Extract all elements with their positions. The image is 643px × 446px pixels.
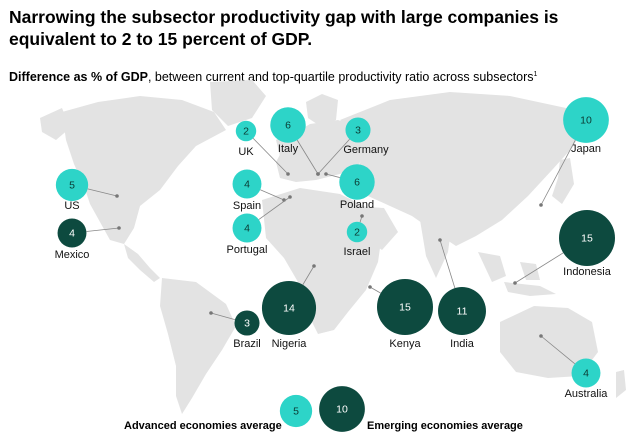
legend-value-advanced: 5 bbox=[293, 406, 299, 418]
value-label-poland: 6 bbox=[354, 177, 360, 189]
value-label-nigeria: 14 bbox=[283, 303, 295, 315]
value-label-spain: 4 bbox=[244, 179, 250, 191]
bubble-portugal bbox=[232, 213, 262, 243]
country-label-mexico: Mexico bbox=[55, 249, 90, 261]
anchor-germany bbox=[316, 172, 320, 176]
anchor-australia bbox=[539, 334, 543, 338]
legend-advanced-label: Advanced economies average bbox=[124, 420, 282, 432]
bubble-nigeria bbox=[261, 280, 317, 336]
anchor-india bbox=[438, 238, 442, 242]
anchor-israel bbox=[360, 214, 364, 218]
anchor-us bbox=[115, 194, 119, 198]
connector-lines bbox=[86, 138, 576, 365]
anchor-mexico bbox=[117, 226, 121, 230]
bubble-israel bbox=[346, 221, 368, 243]
connector-japan bbox=[540, 140, 576, 206]
anchor-kenya bbox=[368, 285, 372, 289]
country-label-japan: Japan bbox=[571, 143, 601, 155]
legend-bubble-emerging bbox=[319, 386, 365, 432]
bubble-germany bbox=[345, 117, 371, 143]
bubble-poland bbox=[339, 164, 375, 200]
value-label-japan: 10 bbox=[580, 115, 592, 127]
connector-mexico bbox=[86, 227, 120, 232]
connector-poland bbox=[325, 173, 340, 178]
subtitle-metric: Difference as % of GDP bbox=[9, 70, 148, 85]
connector-kenya bbox=[369, 286, 381, 294]
country-label-brazil: Brazil bbox=[233, 338, 261, 350]
bubble-us bbox=[55, 168, 89, 202]
value-label-mexico: 4 bbox=[69, 228, 75, 240]
value-label-israel: 2 bbox=[354, 227, 360, 239]
value-label-italy: 6 bbox=[285, 120, 291, 132]
connector-india bbox=[439, 239, 456, 289]
bubble-india bbox=[438, 287, 486, 335]
connector-australia bbox=[540, 335, 576, 365]
country-label-poland: Poland bbox=[340, 199, 374, 211]
value-label-portugal: 4 bbox=[244, 223, 250, 235]
value-label-germany: 3 bbox=[355, 125, 361, 137]
country-label-indonesia: Indonesia bbox=[563, 266, 612, 278]
anchor-poland bbox=[324, 172, 328, 176]
anchor-brazil bbox=[209, 311, 213, 315]
legend-averages: 5 10 bbox=[279, 386, 365, 432]
country-label-germany: Germany bbox=[343, 144, 389, 156]
connector-nigeria bbox=[302, 265, 315, 285]
value-label-australia: 4 bbox=[583, 368, 589, 380]
country-label-kenya: Kenya bbox=[389, 338, 421, 350]
bubble-indonesia bbox=[558, 209, 616, 267]
value-label-uk: 2 bbox=[243, 126, 249, 138]
connector-italy bbox=[296, 139, 319, 175]
legend-emerging-label: Emerging economies average bbox=[367, 420, 523, 432]
value-label-india: 11 bbox=[457, 306, 468, 318]
value-label-us: 5 bbox=[69, 180, 75, 192]
bubble-kenya bbox=[376, 278, 434, 336]
anchor-nigeria bbox=[312, 264, 316, 268]
legend-bubble-advanced bbox=[279, 394, 313, 428]
chart-title: Narrowing the subsector productivity gap… bbox=[9, 7, 559, 49]
country-label-spain: Spain bbox=[233, 200, 261, 212]
connector-portugal bbox=[258, 196, 291, 220]
country-label-nigeria: Nigeria bbox=[272, 338, 308, 350]
value-label-indonesia: 15 bbox=[581, 233, 593, 245]
country-label-italy: Italy bbox=[278, 143, 299, 155]
bubble-mexico bbox=[57, 218, 87, 248]
anchor-portugal bbox=[288, 195, 292, 199]
bubble-spain bbox=[232, 169, 262, 199]
country-label-india: India bbox=[450, 338, 475, 350]
bubble-brazil bbox=[234, 310, 260, 336]
value-label-brazil: 3 bbox=[244, 318, 250, 330]
legend-value-emerging: 10 bbox=[336, 404, 348, 416]
country-label-australia: Australia bbox=[565, 388, 609, 400]
bubble-uk bbox=[235, 120, 257, 142]
bubble-australia bbox=[571, 358, 601, 388]
connector-indonesia bbox=[514, 252, 564, 284]
country-label-uk: UK bbox=[238, 146, 254, 158]
country-label-israel: Israel bbox=[344, 246, 371, 258]
world-map-background bbox=[40, 80, 626, 414]
anchor-indonesia bbox=[513, 281, 517, 285]
anchor-japan bbox=[539, 203, 543, 207]
value-label-kenya: 15 bbox=[399, 302, 411, 314]
connector-uk bbox=[252, 138, 289, 175]
connector-brazil bbox=[210, 312, 236, 321]
connector-us bbox=[87, 188, 118, 197]
country-bubbles: 2 UK 6 Italy 3 Germany 10 Japan 5 US 4 Spain 6 Poland… bbox=[55, 97, 616, 400]
country-label-us: US bbox=[64, 200, 79, 212]
country-label-portugal: Portugal bbox=[227, 244, 268, 256]
connector-spain bbox=[260, 189, 285, 201]
subtitle-footnote: 1 bbox=[533, 71, 538, 78]
bubble-italy bbox=[270, 107, 306, 143]
bubble-japan bbox=[563, 97, 609, 143]
connector-germany bbox=[317, 138, 350, 175]
anchor-uk bbox=[286, 172, 290, 176]
